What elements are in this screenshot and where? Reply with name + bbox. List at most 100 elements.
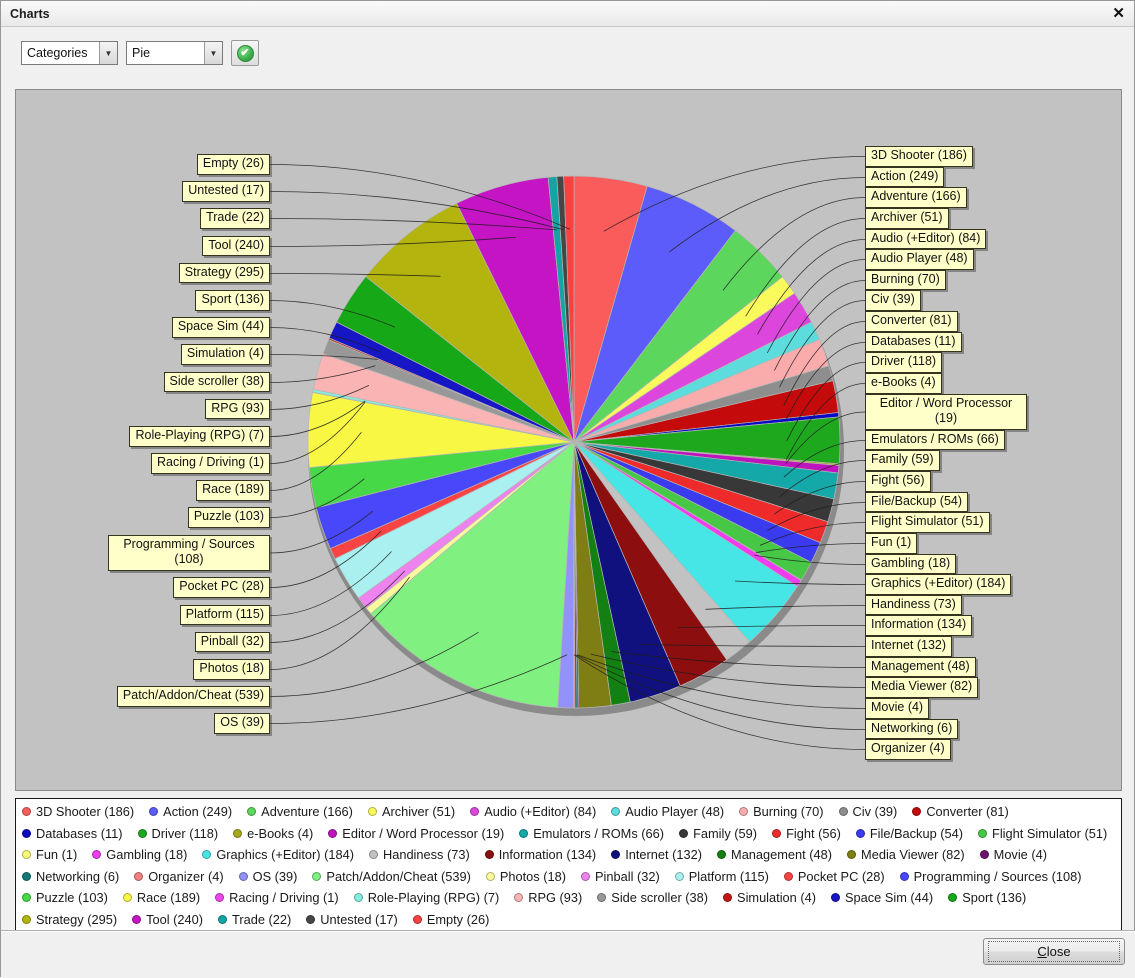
legend-color-dot xyxy=(22,871,31,881)
category-callout[interactable]: Gambling (18) xyxy=(865,553,957,575)
category-callout[interactable]: Driver (118) xyxy=(865,352,943,373)
category-callout[interactable]: Photos (18) xyxy=(193,659,270,680)
category-callout[interactable]: Puzzle (103) xyxy=(187,507,270,529)
legend-item: Internet (132) xyxy=(611,844,702,866)
category-callout[interactable]: Role-Playing (RPG) (7) xyxy=(129,425,270,447)
legend-item: Racing / Driving (1) xyxy=(215,887,339,909)
category-callout[interactable]: Platform (115) xyxy=(179,604,270,626)
category-callout[interactable]: Emulators / ROMs (66) xyxy=(865,429,1005,451)
category-callout[interactable]: Management (48) xyxy=(865,656,976,678)
category-callout[interactable]: Strategy (295) xyxy=(178,262,270,284)
close-button[interactable]: Close xyxy=(983,938,1125,965)
legend-item-label: e-Books (4) xyxy=(247,825,314,841)
callout-leader-line xyxy=(785,411,866,465)
callout-leader-line xyxy=(754,554,866,565)
category-callout[interactable]: Race (189) xyxy=(196,480,270,501)
category-callout[interactable]: Tool (240) xyxy=(202,235,270,257)
legend-color-dot xyxy=(948,893,958,903)
category-callout[interactable]: RPG (93) xyxy=(205,398,270,420)
category-callout[interactable]: Converter (81) xyxy=(865,311,958,332)
legend-item-label: Action (249) xyxy=(163,804,233,820)
category-callout[interactable]: Audio (+Editor) (84) xyxy=(865,228,987,250)
category-callout[interactable]: Family (59) xyxy=(865,450,940,471)
category-callout[interactable]: Archiver (51) xyxy=(865,207,949,229)
callout-leader-line xyxy=(269,478,365,518)
category-callout[interactable]: Pocket PC (28) xyxy=(173,577,270,599)
category-callout[interactable]: Racing / Driving (1) xyxy=(151,453,270,474)
chart-panel: Empty (26) Untested (17) Trade (22) Tool (2… xyxy=(15,89,1122,791)
legend-color-dot xyxy=(979,850,989,860)
legend-color-dot xyxy=(611,850,621,860)
legend-item: 3D Shooter (186) xyxy=(22,801,134,823)
dataset-select[interactable]: Categories ▼ xyxy=(21,41,118,65)
callout-leader-line xyxy=(678,625,866,628)
category-callout[interactable]: Handiness (73) xyxy=(865,594,962,616)
legend-color-dot xyxy=(306,914,316,924)
pie-slice[interactable] xyxy=(563,175,575,443)
category-callout[interactable]: Fight (56) xyxy=(865,471,931,492)
chevron-down-icon[interactable]: ▼ xyxy=(99,42,117,64)
chart-legend: 3D Shooter (186) Action (249) Adventure (1… xyxy=(15,798,1122,933)
callout-leader-line xyxy=(577,654,866,709)
category-callout[interactable]: Space Sim (44) xyxy=(171,317,270,338)
category-callout[interactable]: Adventure (166) xyxy=(865,187,967,208)
category-callout[interactable]: Graphics (+Editor) (184) xyxy=(865,574,1012,595)
category-callout[interactable]: Flight Simulator (51) xyxy=(865,512,990,533)
category-callout[interactable]: 3D Shooter (186) xyxy=(865,146,973,167)
category-callout[interactable]: Civ (39) xyxy=(865,290,921,311)
category-callout[interactable]: Networking (6) xyxy=(865,718,959,740)
category-callout[interactable]: Pinball (32) xyxy=(194,631,270,653)
legend-item: Fight (56) xyxy=(772,823,841,845)
legend-item-label: Information (134) xyxy=(498,847,597,863)
category-callout[interactable]: Information (134) xyxy=(865,615,973,636)
legend-color-dot xyxy=(830,893,840,903)
category-callout[interactable]: Editor / Word Processor (19) xyxy=(865,393,1027,430)
pie-slice[interactable] xyxy=(370,441,575,708)
category-callout[interactable]: Side scroller (38) xyxy=(163,371,270,393)
callout-leader-line xyxy=(705,605,866,610)
legend-item: Role-Playing (RPG) (7) xyxy=(353,887,500,909)
legend-color-dot xyxy=(122,893,132,903)
category-callout[interactable]: Programming / Sources (108) xyxy=(108,534,270,571)
chart-type-select-value: Pie xyxy=(132,46,151,60)
category-callout[interactable]: Empty (26) xyxy=(196,154,270,175)
category-callout[interactable]: Audio Player (48) xyxy=(865,249,974,270)
legend-item-label: Photos (18) xyxy=(499,868,566,884)
category-callout[interactable]: Fun (1) xyxy=(865,532,918,554)
category-callout[interactable]: Simulation (4) xyxy=(180,344,270,365)
legend-item-label: Management (48) xyxy=(731,847,833,863)
category-callout[interactable]: Movie (4) xyxy=(865,697,930,719)
category-callout[interactable]: Databases (11) xyxy=(865,331,962,353)
dataset-select-value: Categories xyxy=(27,46,88,60)
category-callout[interactable]: e-Books (4) xyxy=(865,372,942,394)
legend-item: Trade (22) xyxy=(218,909,291,931)
chart-type-select[interactable]: Pie ▼ xyxy=(126,41,223,65)
category-callout[interactable]: Action (249) xyxy=(865,166,945,188)
legend-item-label: Role-Playing (RPG) (7) xyxy=(367,890,500,906)
category-callout[interactable]: Media Viewer (82) xyxy=(865,677,979,698)
legend-item: Organizer (4) xyxy=(134,866,224,888)
callout-leader-line xyxy=(269,654,568,724)
category-callout[interactable]: Untested (17) xyxy=(182,181,270,202)
apply-button[interactable]: ✔ xyxy=(231,40,259,66)
footer-separator xyxy=(1,930,1135,932)
category-callout[interactable]: File/Backup (54) xyxy=(865,491,969,513)
category-callout[interactable]: Sport (136) xyxy=(195,289,270,311)
category-callout[interactable]: Trade (22) xyxy=(200,208,270,229)
category-callout[interactable]: Patch/Addon/Cheat (539) xyxy=(116,686,270,707)
legend-color-dot xyxy=(238,871,248,881)
footer-bar: Close xyxy=(1,932,1135,978)
legend-item: e-Books (4) xyxy=(233,823,313,845)
chevron-down-icon[interactable]: ▼ xyxy=(204,42,222,64)
callout-leader-line xyxy=(269,300,395,328)
category-callout[interactable]: Burning (70) xyxy=(865,269,946,291)
callout-leader-line xyxy=(269,164,571,230)
callout-leader-line xyxy=(669,177,866,253)
category-callout[interactable]: OS (39) xyxy=(214,713,270,734)
category-callout[interactable]: Organizer (4) xyxy=(865,739,951,760)
legend-item-label: Programming / Sources (108) xyxy=(913,868,1082,884)
category-callout[interactable]: Internet (132) xyxy=(865,636,953,657)
legend-item: Driver (118) xyxy=(137,823,218,845)
callout-leader-line xyxy=(757,239,866,335)
window-close-icon[interactable]: ✕ xyxy=(1112,5,1125,22)
